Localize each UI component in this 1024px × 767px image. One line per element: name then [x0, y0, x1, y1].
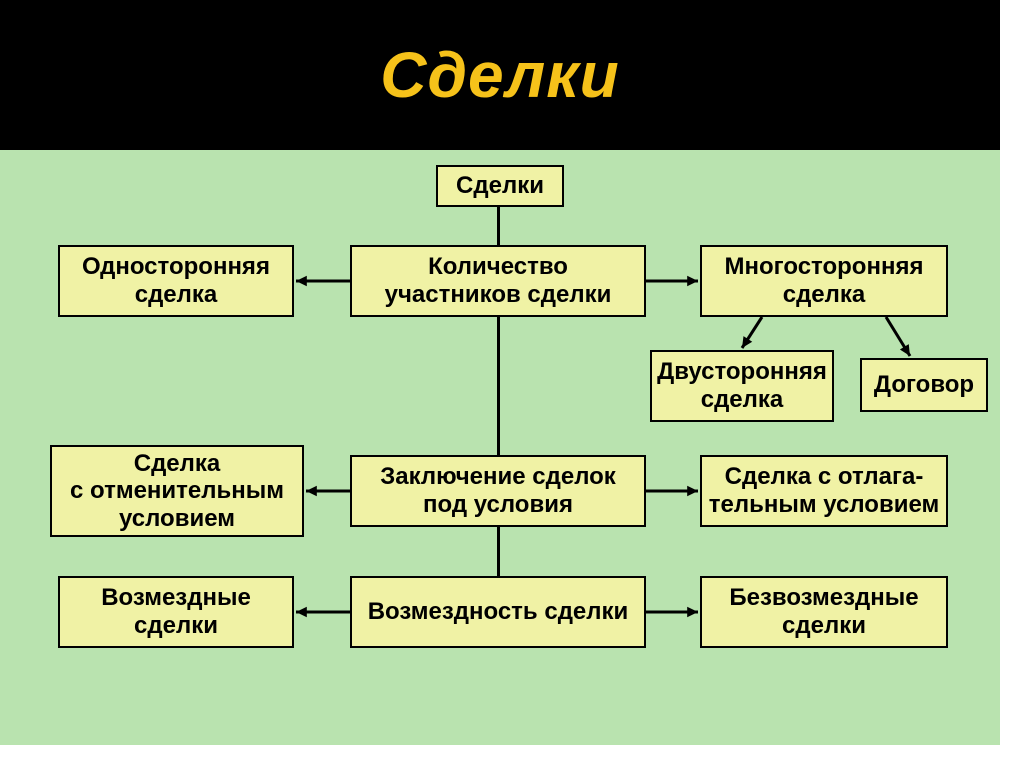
arrow-compensation-to-free	[0, 0, 1024, 767]
